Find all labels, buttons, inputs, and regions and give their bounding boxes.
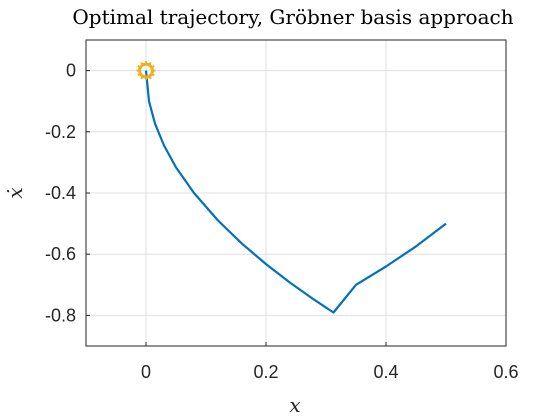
y-tick-label: 0 xyxy=(66,61,76,81)
trajectory-line xyxy=(144,70,447,314)
y-tick-label: -0.2 xyxy=(45,122,76,142)
y-tick-label: -0.8 xyxy=(45,305,76,325)
x-tick-label: 0.4 xyxy=(373,362,398,382)
marker-layer xyxy=(136,61,156,81)
y-axis-label: ẋ xyxy=(3,187,27,198)
origin-marker xyxy=(136,61,156,81)
grid xyxy=(86,40,507,346)
chart-title: Optimal trajectory, Gröbner basis approa… xyxy=(72,5,513,29)
x-axis-label: x xyxy=(289,393,300,417)
x-tick-label: 0.6 xyxy=(493,362,518,382)
x-tick-label: 0 xyxy=(141,362,151,382)
y-tick-label: -0.6 xyxy=(45,244,76,264)
tick-layer: 0 0.2 0.4 0.6 0 -0.2 -0.4 -0.6 -0.8 xyxy=(45,61,519,382)
y-tick-label: -0.4 xyxy=(45,183,76,203)
x-tick-label: 0.2 xyxy=(253,362,278,382)
series-layer xyxy=(144,70,447,314)
